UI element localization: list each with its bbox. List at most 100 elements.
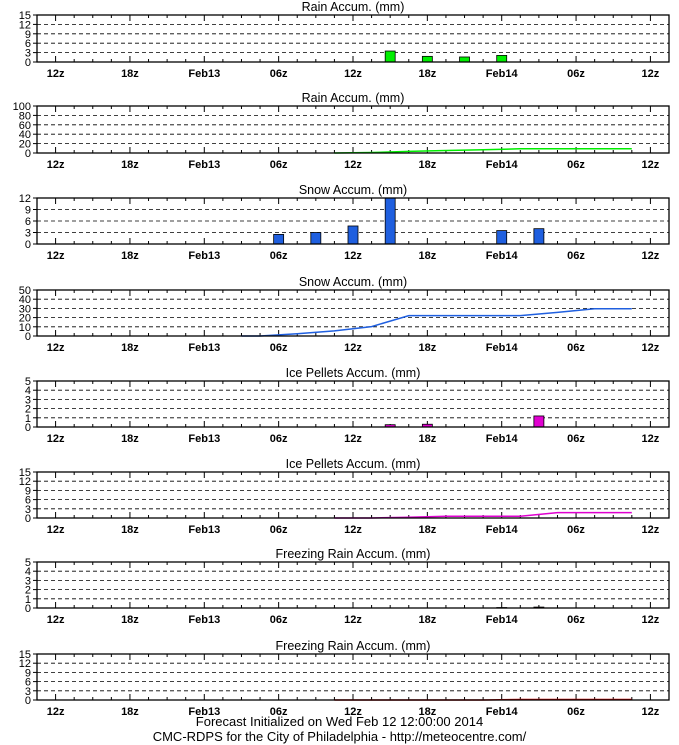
y-tick-label: 12 bbox=[19, 19, 31, 31]
plot-frame bbox=[36, 14, 670, 63]
y-tick-label: 0 bbox=[25, 513, 31, 525]
chart-title: Snow Accum. (mm) bbox=[299, 183, 407, 197]
plot-frame bbox=[36, 561, 670, 609]
x-tick-label: 12z bbox=[344, 433, 362, 445]
x-tick-label: 12z bbox=[642, 250, 660, 262]
chart-title: Snow Accum. (mm) bbox=[299, 275, 407, 289]
x-tick-label: 06z bbox=[567, 706, 585, 718]
x-tick-label: 12z bbox=[344, 250, 362, 262]
footer-source: CMC-RDPS for the City of Philadelphia - … bbox=[152, 729, 527, 744]
y-tick-label: 6 bbox=[25, 495, 31, 507]
x-tick-label: 12z bbox=[344, 524, 362, 536]
y-tick-label: 50 bbox=[19, 285, 31, 297]
y-tick-label: 4 bbox=[25, 385, 31, 397]
x-tick-label: Feb14 bbox=[486, 524, 519, 536]
x-tick-label: Feb13 bbox=[188, 706, 220, 718]
y-tick-label: 60 bbox=[19, 120, 31, 132]
x-tick-label: Feb14 bbox=[486, 614, 519, 626]
y-tick-label: 6 bbox=[25, 216, 31, 228]
y-tick-label: 15 bbox=[19, 467, 31, 479]
y-tick-label: 40 bbox=[19, 294, 31, 306]
x-tick-label: Feb14 bbox=[486, 68, 519, 80]
plot-frame bbox=[36, 380, 670, 428]
x-tick-label: Feb14 bbox=[486, 342, 519, 354]
x-tick-label: 12z bbox=[642, 706, 660, 718]
x-tick-label: 06z bbox=[270, 159, 288, 171]
x-tick-label: 18z bbox=[418, 524, 436, 536]
y-tick-label: 9 bbox=[25, 205, 31, 217]
y-tick-label: 9 bbox=[25, 485, 31, 497]
bar bbox=[459, 56, 470, 63]
x-tick-label: Feb13 bbox=[188, 524, 220, 536]
plot-frame bbox=[36, 105, 670, 154]
y-tick-label: 100 bbox=[13, 101, 31, 113]
bar bbox=[533, 415, 545, 428]
x-tick-label: 12z bbox=[47, 524, 65, 536]
bar bbox=[273, 234, 285, 245]
x-tick-label: 06z bbox=[270, 433, 288, 445]
bar bbox=[533, 228, 545, 245]
y-tick-label: 0 bbox=[25, 57, 31, 69]
x-tick-label: 18z bbox=[418, 433, 436, 445]
y-tick-label: 6 bbox=[25, 677, 31, 689]
footer-forecast-init: Forecast Initialized on Wed Feb 12 12:00… bbox=[195, 714, 484, 729]
y-tick-label: 40 bbox=[19, 129, 31, 141]
bar bbox=[496, 230, 508, 245]
x-tick-label: 06z bbox=[567, 250, 585, 262]
y-tick-label: 0 bbox=[25, 603, 31, 615]
x-tick-label: 12z bbox=[642, 342, 660, 354]
y-tick-label: 0 bbox=[25, 331, 31, 343]
bar bbox=[310, 232, 322, 245]
plot-frame bbox=[36, 289, 670, 337]
series-line bbox=[334, 148, 632, 154]
x-tick-label: 12z bbox=[344, 614, 362, 626]
x-tick-label: Feb13 bbox=[188, 250, 220, 262]
x-tick-label: 06z bbox=[567, 614, 585, 626]
chart-title: Rain Accum. (mm) bbox=[302, 91, 405, 105]
x-tick-label: 12z bbox=[344, 159, 362, 171]
x-tick-label: 06z bbox=[567, 342, 585, 354]
bar bbox=[347, 225, 359, 245]
x-tick-label: 06z bbox=[270, 342, 288, 354]
y-tick-label: 9 bbox=[25, 29, 31, 41]
x-tick-label: 18z bbox=[121, 250, 139, 262]
y-tick-label: 12 bbox=[19, 658, 31, 670]
chart-title: Ice Pellets Accum. (mm) bbox=[286, 366, 421, 380]
y-tick-label: 80 bbox=[19, 110, 31, 122]
y-tick-label: 20 bbox=[19, 313, 31, 325]
y-tick-label: 3 bbox=[25, 394, 31, 406]
x-tick-label: Feb14 bbox=[486, 250, 519, 262]
x-tick-label: 06z bbox=[567, 159, 585, 171]
x-tick-label: 12z bbox=[642, 433, 660, 445]
x-tick-label: 18z bbox=[121, 342, 139, 354]
x-tick-label: 18z bbox=[121, 706, 139, 718]
x-tick-label: 18z bbox=[121, 159, 139, 171]
x-tick-label: Feb13 bbox=[188, 159, 220, 171]
y-tick-label: 3 bbox=[25, 575, 31, 587]
x-tick-label: 12z bbox=[47, 250, 65, 262]
x-tick-label: 18z bbox=[121, 68, 139, 80]
plot-frame bbox=[36, 653, 670, 701]
x-tick-label: 12z bbox=[47, 614, 65, 626]
x-tick-label: 06z bbox=[270, 524, 288, 536]
x-tick-label: 18z bbox=[418, 250, 436, 262]
y-tick-label: 3 bbox=[25, 504, 31, 516]
y-tick-label: 1 bbox=[25, 594, 31, 606]
x-tick-label: 12z bbox=[642, 159, 660, 171]
y-tick-label: 5 bbox=[25, 376, 31, 388]
y-tick-label: 6 bbox=[25, 38, 31, 50]
x-tick-label: 06z bbox=[270, 614, 288, 626]
x-tick-label: Feb14 bbox=[486, 706, 519, 718]
x-tick-label: 06z bbox=[270, 68, 288, 80]
y-tick-label: 12 bbox=[19, 476, 31, 488]
y-tick-label: 9 bbox=[25, 667, 31, 679]
y-tick-label: 2 bbox=[25, 585, 31, 597]
y-tick-label: 3 bbox=[25, 48, 31, 60]
